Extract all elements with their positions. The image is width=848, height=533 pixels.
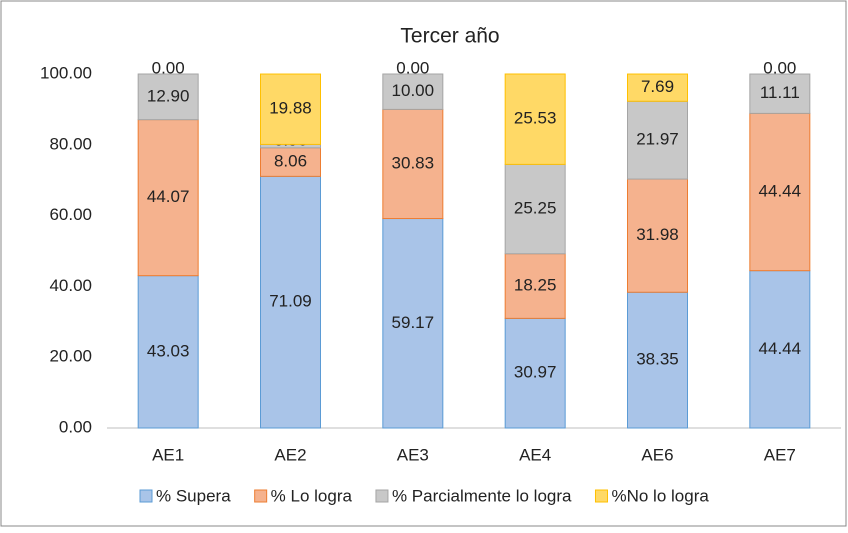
bar-segment [504,73,566,165]
bar-segment [137,275,199,429]
data-label: 71.09 [269,292,312,311]
bar-segment [382,218,444,429]
x-tick-label: AE2 [274,445,306,464]
data-label: 25.25 [514,199,557,218]
x-tick-label: AE4 [519,445,551,464]
data-label: 19.88 [269,99,312,118]
bar-segment [627,100,688,180]
data-label: 43.03 [147,341,190,360]
bar-segment [749,73,811,114]
bar-segment [504,253,566,319]
data-label: 12.90 [147,86,190,105]
legend-swatch [594,489,608,503]
x-tick-label: AE1 [152,445,184,464]
chart-title: Tercer año [400,25,499,48]
y-tick-label: 40.00 [49,276,92,295]
data-label: 21.97 [636,130,679,149]
bar-segment [382,73,444,110]
data-label: 30.83 [392,153,435,172]
data-label: 0.00 [396,58,429,77]
legend-label: % Parcialmente lo logra [392,486,572,505]
bar-segment [260,147,321,177]
legend-swatch [254,489,268,503]
legend-label: % Supera [156,486,231,505]
data-label: 0.00 [152,58,185,77]
data-label: 59.17 [392,313,435,332]
bar-segment [749,112,811,272]
legend-swatch [375,489,389,503]
y-tick-label: 80.00 [49,134,92,153]
legend-swatch [139,489,153,503]
legend-label: %No lo logra [611,486,709,505]
bar-segment [137,73,199,121]
bar-segment [504,317,566,429]
data-label: 31.98 [636,225,679,244]
data-label: 18.25 [514,276,557,295]
x-tick-label: AE3 [397,445,429,464]
data-label: 7.69 [641,77,674,96]
bar-segment [627,291,688,429]
bar-segment [749,270,811,429]
bar-segment [627,178,688,293]
data-label: 38.35 [636,350,679,369]
bar-segment [627,73,688,102]
data-label: 44.07 [147,187,190,206]
bar-segment [260,73,321,145]
legend-label: % Lo logra [271,486,353,505]
x-tick-label: AE6 [641,445,673,464]
data-label: 10.00 [392,81,435,100]
y-tick-label: 0.00 [59,417,92,436]
data-label: 44.44 [759,182,802,201]
y-tick-label: 100.00 [40,63,92,82]
data-label: 0.00 [763,59,796,78]
x-tick-label: AE7 [764,445,796,464]
data-label: 30.97 [514,363,557,382]
data-label: 8.06 [274,152,307,171]
data-label: 25.53 [514,109,557,128]
data-label: 11.11 [760,83,800,102]
bar-segment [382,108,444,220]
y-tick-label: 60.00 [49,205,92,224]
y-tick-label: 20.00 [49,347,92,366]
data-label: 44.44 [759,339,802,358]
bar-segment [260,175,321,429]
